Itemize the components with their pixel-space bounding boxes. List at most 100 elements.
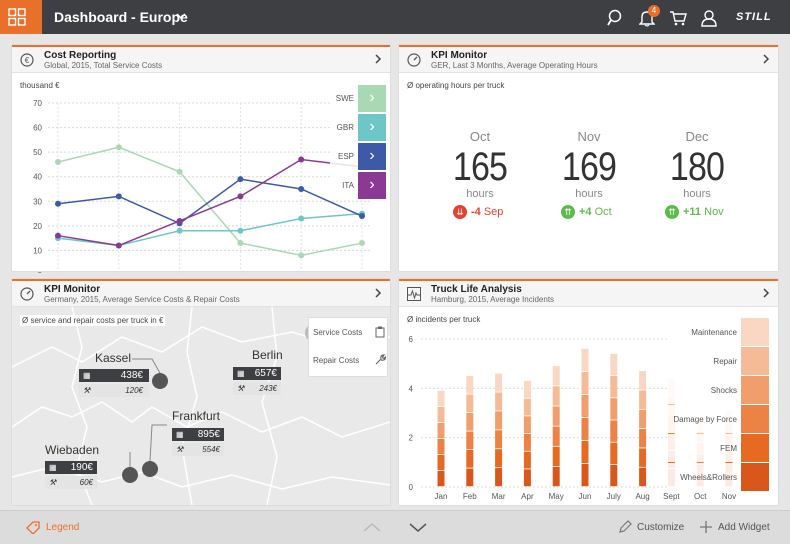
wiesbaden-costs[interactable]: ▦ 190€ ⚒ 60€ [45,461,97,491]
user-icon[interactable] [700,9,718,27]
bar-segment [552,406,560,426]
chevron-right-icon[interactable]: › [358,172,386,199]
month-label: Dec [685,129,709,144]
berlin-costs[interactable]: ▦ 657€ ⚒ 243€ [233,367,281,397]
bar-segment [523,398,531,416]
x-tick-label: Oct [694,492,707,501]
country-toggle-ita[interactable]: ITA › [330,172,386,199]
bar-segment [581,463,589,487]
kpi-value: 180 [669,145,725,189]
incident-legend-item[interactable]: Damage by Force [667,405,772,433]
bar-segment [495,411,503,430]
coin-icon: € [20,53,34,67]
series-line-ita [57,158,363,247]
chevron-down-icon[interactable] [176,11,186,21]
y-tick-label: 20 [33,222,42,231]
dashboard-title[interactable]: Dashboard - Europe [54,9,188,25]
delta-value: +4 [579,205,592,218]
app-grid-button[interactable] [0,0,42,34]
bar-segment [466,394,474,413]
card-header[interactable]: KPI Monitor GER, Last 3 Months, Average … [399,47,778,73]
bar-segment [639,371,647,390]
chevron-right-icon[interactable]: › [358,114,386,141]
data-point [298,156,305,163]
customize-button[interactable]: Customize [637,522,685,533]
frankfurt-marker[interactable] [142,461,158,477]
chevron-right-icon[interactable] [374,54,382,64]
search-icon[interactable] [607,9,625,27]
chevron-down-icon[interactable] [409,523,427,533]
top-bar: Dashboard - Europe 4 STILL [0,0,790,34]
incident-legend-item[interactable]: FEM [667,434,772,462]
wrench-icon [375,354,386,365]
incident-legend-item[interactable]: Wheels&Rollers [667,463,772,491]
y-tick-label: 70 [33,99,42,108]
kpi-delta: ⇊ -4 Sep [453,205,503,219]
wiesbaden-marker[interactable] [122,467,138,483]
chevron-right-icon[interactable] [374,288,382,298]
kassel-costs[interactable]: ▦ 438€ ⚒ 120€ [79,369,149,399]
pencil-icon[interactable] [618,520,632,534]
y-unit-label: thousand € [20,81,60,90]
kpi-map-card: KPI Monitor Germany, 2015, Average Servi… [12,279,390,505]
clipboard-icon: ▦ [83,371,91,380]
x-tick-label: Nov [722,492,736,501]
line-chart: 010203040506070201020112012201320142015 [33,99,372,273]
card-header[interactable]: Truck Life Analysis Hamburg, 2015, Avera… [399,281,778,307]
incident-legend: Maintenance Repair Shocks Damage by Force FE… [667,318,772,492]
kpi-value: 165 [452,145,508,189]
bar-segment [495,449,503,468]
month-label: Oct [469,129,491,144]
bar-segment [610,353,618,376]
y-tick-label: 6 [409,335,414,344]
bar-segment [639,409,647,429]
legend-button[interactable]: Legend [46,522,80,533]
data-point [115,193,122,200]
chevron-up-icon[interactable] [363,522,381,532]
delta-period: Oct [594,205,612,218]
y-tick-label: 60 [33,124,42,133]
data-point [237,227,244,234]
kpi-unit: hours [466,188,494,200]
bar-segment [581,394,589,418]
repair-cost: ⚒ 60€ [45,476,97,489]
incident-legend-item[interactable]: Shocks [667,376,772,404]
chevron-right-icon[interactable] [762,54,770,64]
bell-icon[interactable] [639,9,655,27]
incident-legend-item[interactable]: Maintenance [667,318,772,346]
bar-segment [610,398,618,420]
card-subtitle: Hamburg, 2015, Average Incidents [431,295,555,304]
country-toggle-gbr[interactable]: GBR › [330,114,386,141]
repair-cost-value: 60€ [79,478,93,487]
country-toggle-swe[interactable]: SWE › [330,85,386,112]
plus-icon[interactable] [700,521,712,533]
chevron-right-icon[interactable] [762,288,770,298]
tag-icon[interactable] [26,521,40,534]
x-tick-label: Jun [579,492,592,501]
bar-segment [437,390,445,407]
service-cost-value: 895€ [197,429,220,440]
y-tick-label: 0 [38,271,43,273]
frankfurt-costs[interactable]: ▦ 895€ ⚒ 554€ [172,428,224,458]
cart-icon[interactable] [669,9,687,27]
x-tick-label: Feb [463,492,477,501]
city-label: Frankfurt [172,409,221,423]
notification-badge: 4 [648,5,660,17]
repair-cost: ⚒ 120€ [79,384,149,397]
card-title: KPI Monitor [44,284,101,295]
repair-cost: ⚒ 243€ [233,382,281,395]
card-header[interactable]: € Cost Reporting Global, 2015, Total Ser… [12,47,390,73]
country-label: ESP [337,152,354,161]
repair-cost-value: 243€ [259,384,277,393]
card-header[interactable]: KPI Monitor Germany, 2015, Average Servi… [12,281,390,307]
kassel-marker[interactable] [152,373,168,389]
bar-segment [610,376,618,398]
service-cost: ▦ 895€ [172,428,224,441]
y-tick-label: 30 [33,197,42,206]
add-widget-button[interactable]: Add Widget [718,522,770,533]
chevron-right-icon[interactable]: › [358,143,386,170]
incident-legend-item[interactable]: Repair [667,347,772,375]
chevron-right-icon[interactable]: › [358,85,386,112]
country-toggle-esp[interactable]: ESP › [330,143,386,170]
data-point [115,242,122,249]
